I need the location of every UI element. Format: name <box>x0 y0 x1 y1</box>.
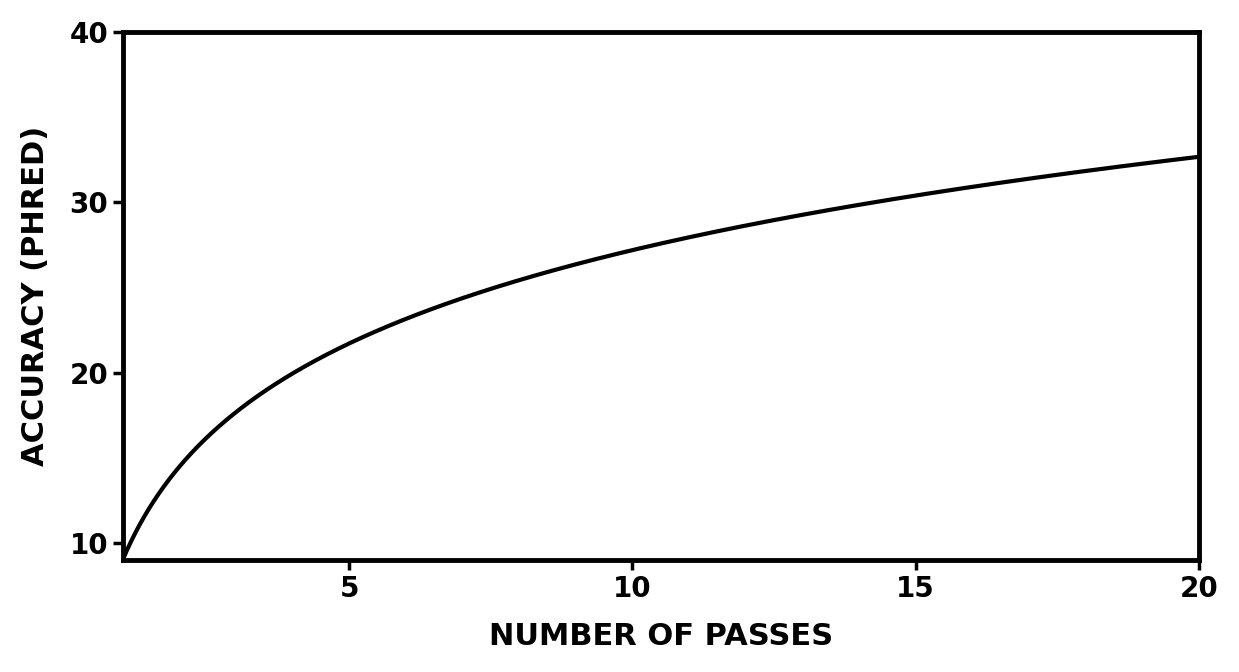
Y-axis label: ACCURACY (PHRED): ACCURACY (PHRED) <box>21 126 50 466</box>
X-axis label: NUMBER OF PASSES: NUMBER OF PASSES <box>488 622 833 651</box>
